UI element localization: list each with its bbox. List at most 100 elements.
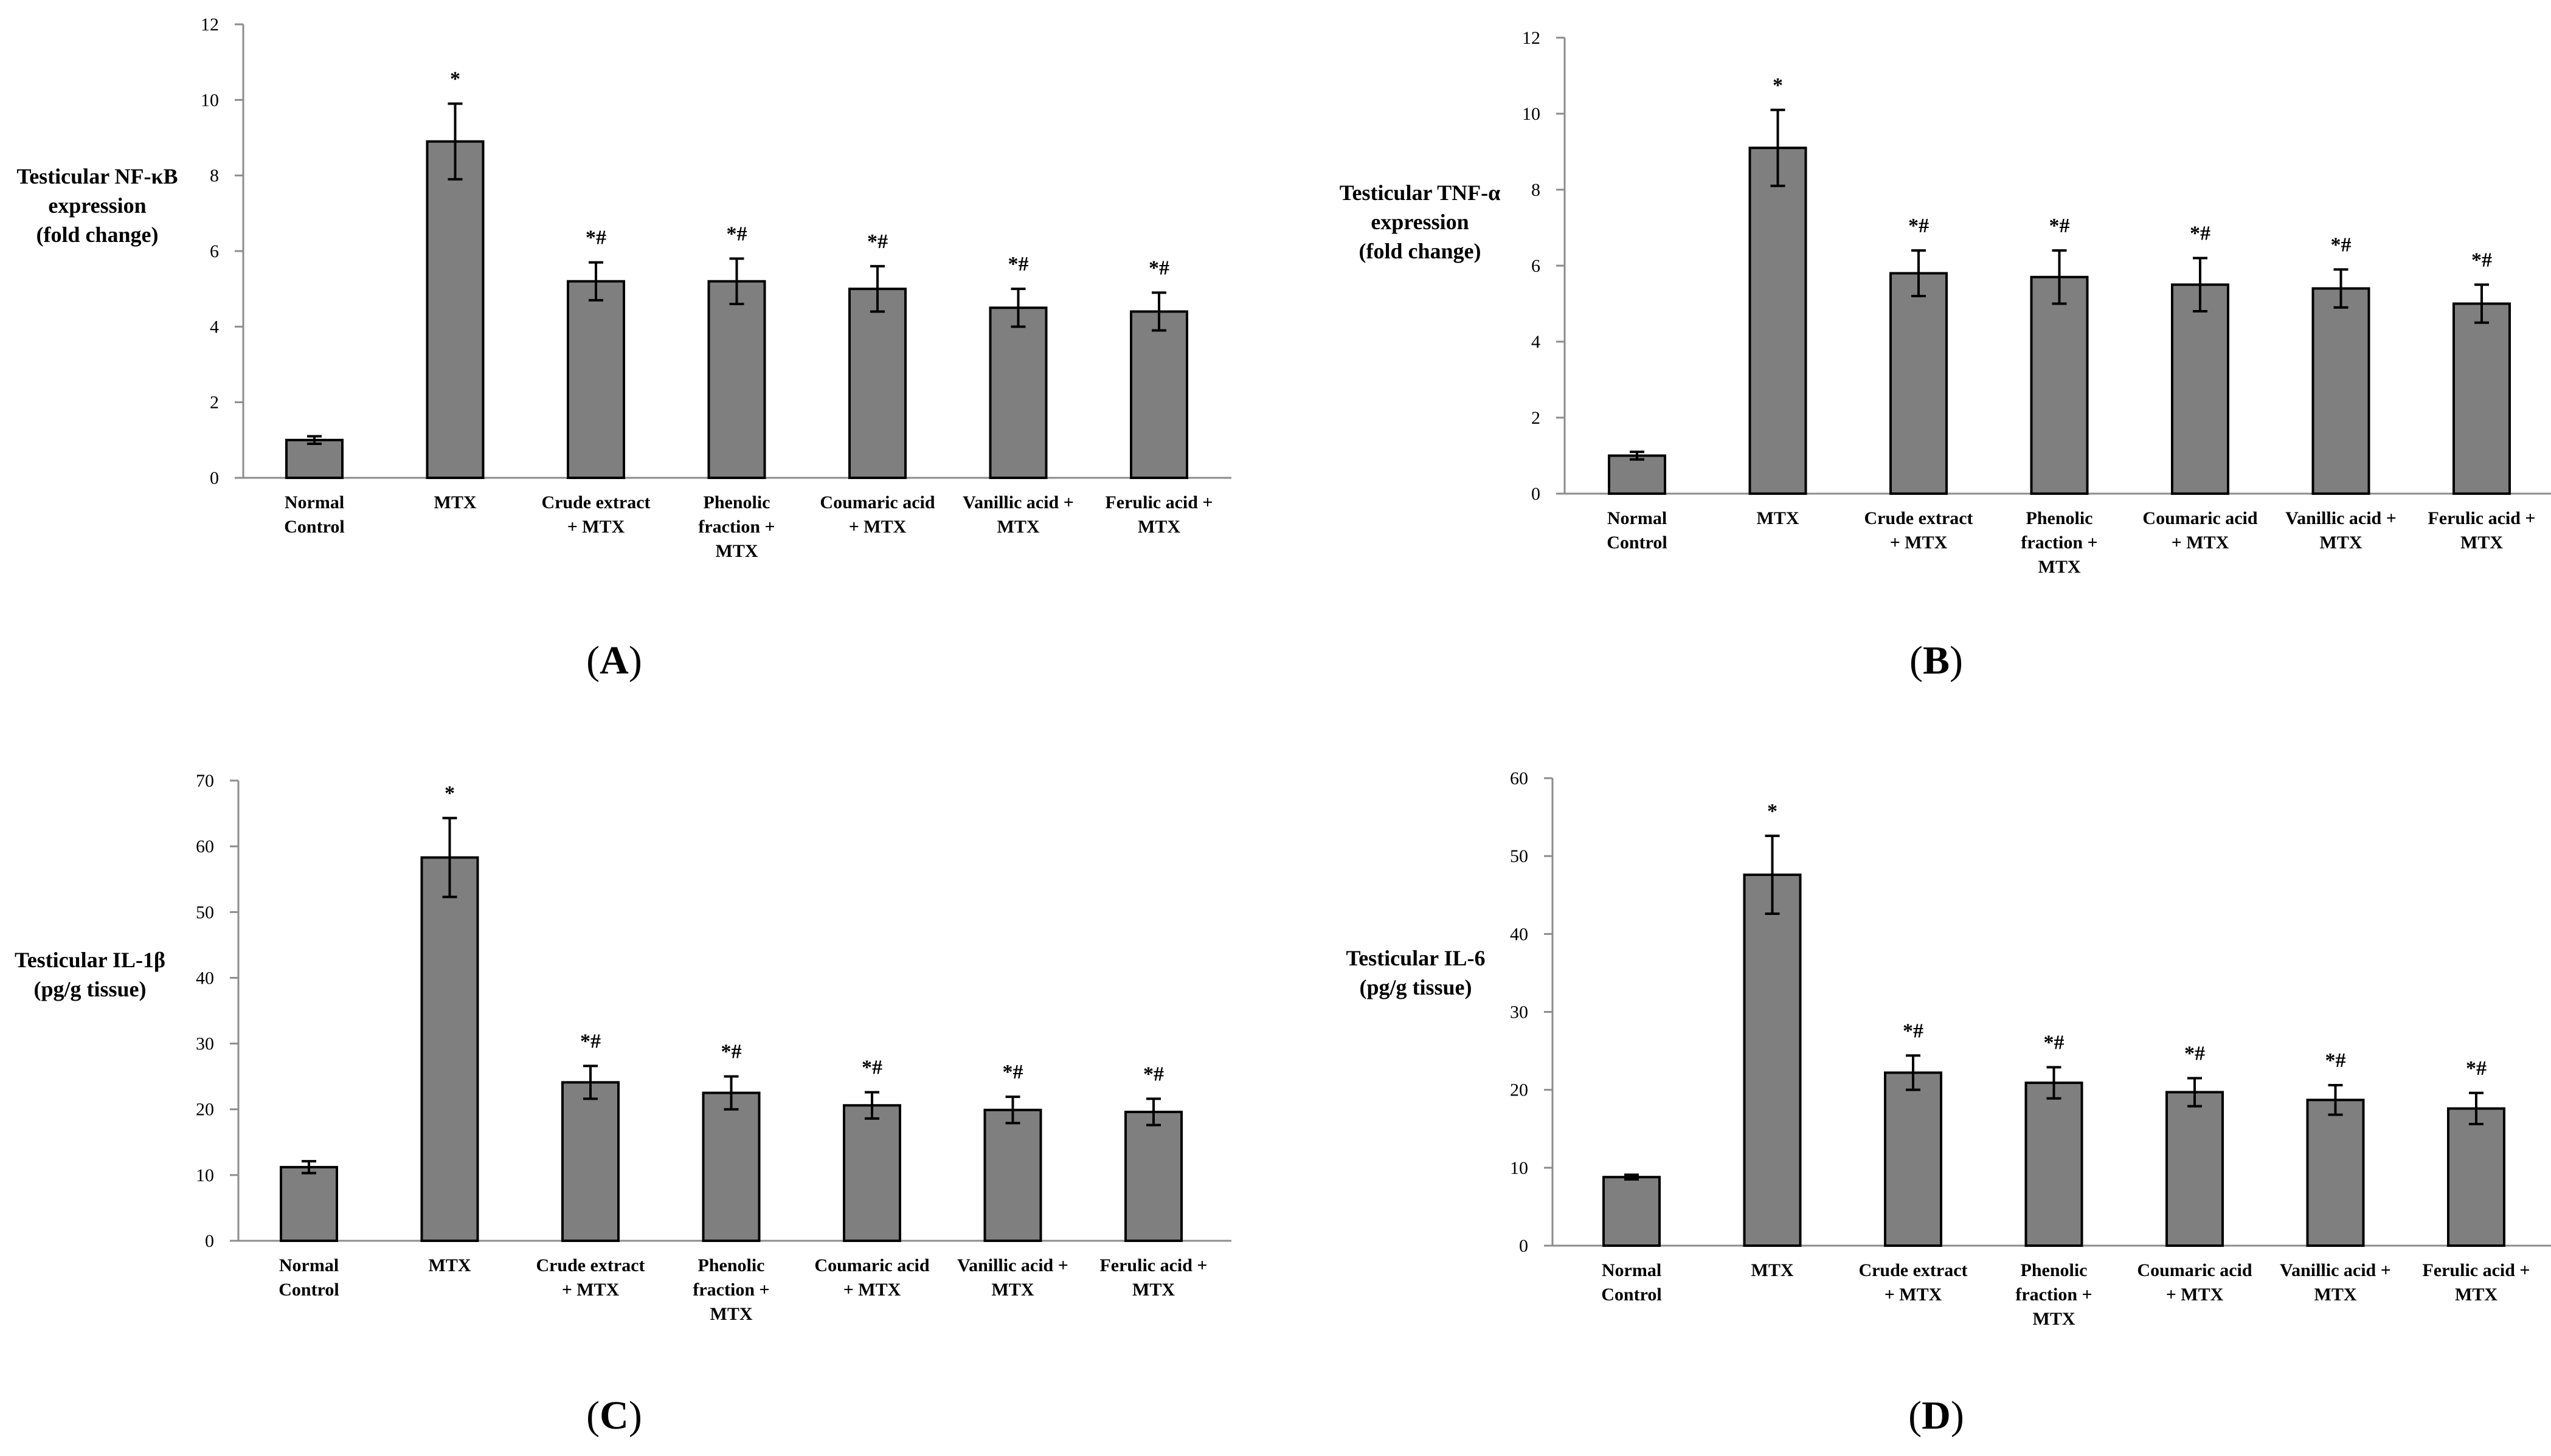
category-label: Control xyxy=(1607,533,1667,553)
panel-label-b-letter: B xyxy=(1923,638,1950,683)
chart-b: 0 2 4 6 8 10 12 Testicular TNF-α expression (fold… xyxy=(1340,28,2551,577)
category-label: MTX xyxy=(710,1304,753,1324)
category-label: Phenolic xyxy=(2021,1260,2088,1280)
category-label: MTX xyxy=(2314,1285,2357,1305)
bar xyxy=(707,280,766,479)
y-axis-title-line: (fold change) xyxy=(1359,239,1481,263)
y-tick-label: 60 xyxy=(196,837,214,857)
panel-label-d-close: ) xyxy=(1951,1393,1964,1438)
y-tick-label: 2 xyxy=(210,393,219,413)
chart-d: 0 10 20 30 40 50 60 Testicular IL-6 (pg/g tissue… xyxy=(1346,768,2551,1329)
category-label: Ferulic acid + xyxy=(2428,508,2535,528)
bar xyxy=(1608,454,1666,495)
y-tick-label: 20 xyxy=(1510,1080,1528,1100)
significance-label: *# xyxy=(2184,1042,2205,1064)
category-label: MTX xyxy=(1751,1260,1794,1280)
category-label: Ferulic acid + xyxy=(1099,1255,1207,1275)
panel-b: 0 2 4 6 8 10 12 Testicular TNF-α expression (fold… xyxy=(1340,28,2551,683)
y-tick-label: 0 xyxy=(1531,484,1540,504)
category-label: + MTX xyxy=(2172,533,2229,553)
bar xyxy=(285,438,344,479)
category-label: Coumaric acid xyxy=(2137,1260,2252,1280)
y-tick-label: 10 xyxy=(1510,1158,1528,1178)
panel-a: 0 2 4 6 8 10 12 Testicular NF-κB expression (fold… xyxy=(17,15,1231,683)
y-tick-label: 4 xyxy=(1531,332,1540,352)
chart-a: 0 2 4 6 8 10 12 Testicular NF-κB expression (fold… xyxy=(17,15,1231,561)
bar xyxy=(2171,283,2229,495)
category-label: MTX xyxy=(2320,533,2362,553)
category-label: + MTX xyxy=(1885,1285,1942,1305)
panel-label-c-close: ) xyxy=(629,1393,642,1438)
category-label: Phenolic xyxy=(698,1255,765,1275)
category-label: + MTX xyxy=(562,1280,620,1300)
bar xyxy=(1130,310,1188,479)
significance-label: *# xyxy=(586,227,606,249)
panel-label-b-close: ) xyxy=(1950,638,1963,683)
category-label: Control xyxy=(284,517,344,537)
significance-label: *# xyxy=(2325,1049,2346,1072)
significance-label: * xyxy=(445,782,455,805)
y-tick-label: 10 xyxy=(196,1165,214,1185)
category-label: Vanillic acid + xyxy=(957,1255,1068,1275)
category-label: Coumaric acid xyxy=(820,492,935,512)
category-label: MTX xyxy=(1132,1280,1175,1300)
bar xyxy=(848,288,907,479)
panel-label-d-letter: D xyxy=(1922,1393,1951,1438)
bar xyxy=(280,1165,338,1243)
bar xyxy=(426,140,485,479)
bar xyxy=(1884,1071,1942,1247)
panel-label-c-letter: C xyxy=(600,1393,629,1438)
significance-label: * xyxy=(1767,800,1777,823)
y-tick-label: 40 xyxy=(1510,924,1528,944)
category-label: + MTX xyxy=(1890,533,1948,553)
panel-label-a-close: ) xyxy=(629,638,642,683)
y-tick-label: 12 xyxy=(201,15,219,35)
y-tick-label: 12 xyxy=(1522,28,1540,48)
category-label: Vanillic acid + xyxy=(2285,508,2397,528)
bar xyxy=(2311,287,2370,495)
y-axis-title-line: Testicular IL-1β xyxy=(15,948,165,972)
category-label: MTX xyxy=(716,541,758,561)
panel-label-a-letter: A xyxy=(600,638,629,683)
category-label: MTX xyxy=(997,517,1040,537)
y-tick-label: 50 xyxy=(1510,846,1528,866)
y-tick-label: 20 xyxy=(196,1100,214,1120)
category-label: Normal xyxy=(1602,1260,1661,1280)
y-tick-label: 10 xyxy=(1522,104,1540,124)
significance-label: *# xyxy=(1903,1020,1923,1042)
y-axis-title-line: Testicular IL-6 xyxy=(1346,946,1485,970)
y-tick-label: 6 xyxy=(210,241,219,261)
significance-label: *# xyxy=(1008,253,1029,275)
category-label: Control xyxy=(279,1280,339,1300)
category-label: MTX xyxy=(434,492,477,512)
panel-c: 0 10 20 30 40 50 60 70 Testicular IL-1β (pg/g tis… xyxy=(15,771,1231,1438)
panel-label-d: (D) xyxy=(1908,1393,1964,1438)
y-tick-label: 50 xyxy=(196,902,214,922)
category-label: MTX xyxy=(2460,533,2503,553)
bar xyxy=(983,1108,1042,1242)
category-label: + MTX xyxy=(843,1280,901,1300)
significance-label: *# xyxy=(580,1030,601,1052)
category-label: + MTX xyxy=(567,517,625,537)
y-tick-label: 4 xyxy=(210,317,219,337)
panel-label-c: (C) xyxy=(586,1393,642,1438)
y-tick-label: 60 xyxy=(1510,768,1528,788)
category-label: MTX xyxy=(2455,1285,2497,1305)
y-tick-label: 30 xyxy=(1510,1002,1528,1023)
bar xyxy=(420,856,479,1242)
significance-label: *# xyxy=(2044,1031,2065,1054)
bar xyxy=(702,1091,761,1243)
bar xyxy=(843,1104,901,1242)
significance-label: *# xyxy=(2331,233,2352,256)
category-label: Crude extract xyxy=(1864,508,1973,528)
panel-label-d-open: ( xyxy=(1908,1393,1922,1438)
category-label: MTX xyxy=(2038,557,2081,577)
bar xyxy=(561,1081,620,1243)
y-axis-title-line: Testicular NF-κB xyxy=(17,164,178,188)
significance-label: *# xyxy=(1003,1061,1023,1083)
bar xyxy=(2024,1082,2083,1247)
significance-label: *# xyxy=(721,1041,742,1063)
significance-label: *# xyxy=(2471,249,2492,271)
y-tick-label: 0 xyxy=(210,468,219,488)
